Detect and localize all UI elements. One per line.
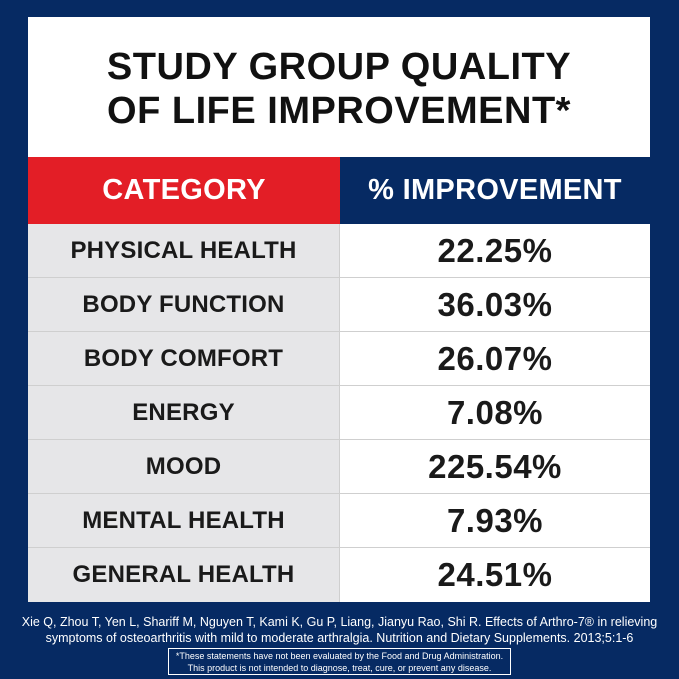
row-category: ENERGY	[28, 386, 340, 439]
table-row: MENTAL HEALTH 7.93%	[28, 494, 650, 548]
disclaimer-line-2: This product is not intended to diagnose…	[187, 663, 492, 673]
row-value: 22.25%	[340, 224, 650, 277]
row-category: MOOD	[28, 440, 340, 493]
table-row: MOOD 225.54%	[28, 440, 650, 494]
header-category: CATEGORY	[28, 157, 340, 224]
row-value: 225.54%	[340, 440, 650, 493]
row-category: GENERAL HEALTH	[28, 548, 340, 602]
row-value: 7.93%	[340, 494, 650, 547]
row-value: 7.08%	[340, 386, 650, 439]
title-line-1: STUDY GROUP QUALITY	[106, 46, 572, 88]
row-category: MENTAL HEALTH	[28, 494, 340, 547]
table-row: PHYSICAL HEALTH 22.25%	[28, 224, 650, 278]
table-row: ENERGY 7.08%	[28, 386, 650, 440]
header-improvement: % IMPROVEMENT	[340, 157, 650, 224]
page-title: STUDY GROUP QUALITY OF LIFE IMPROVEMENT*	[28, 17, 650, 157]
title-line-2: OF LIFE IMPROVEMENT*	[107, 90, 571, 132]
table-row: BODY COMFORT 26.07%	[28, 332, 650, 386]
row-category: BODY FUNCTION	[28, 278, 340, 331]
table-row: GENERAL HEALTH 24.51%	[28, 548, 650, 602]
row-value: 26.07%	[340, 332, 650, 385]
row-value: 24.51%	[340, 548, 650, 602]
citation-line-1: Xie Q, Zhou T, Yen L, Shariff M, Nguyen …	[21, 615, 658, 629]
info-card: STUDY GROUP QUALITY OF LIFE IMPROVEMENT*…	[28, 17, 650, 602]
row-value: 36.03%	[340, 278, 650, 331]
row-category: BODY COMFORT	[28, 332, 340, 385]
disclaimer-line-1: *These statements have not been evaluate…	[175, 651, 504, 661]
citation-line-2: symptoms of osteoarthritis with mild to …	[45, 631, 634, 645]
citation: Xie Q, Zhou T, Yen L, Shariff M, Nguyen …	[0, 614, 679, 646]
table-row: BODY FUNCTION 36.03%	[28, 278, 650, 332]
fda-disclaimer: *These statements have not been evaluate…	[168, 648, 511, 675]
table-header: CATEGORY % IMPROVEMENT	[28, 157, 650, 224]
table-body: PHYSICAL HEALTH 22.25% BODY FUNCTION 36.…	[28, 224, 650, 602]
row-category: PHYSICAL HEALTH	[28, 224, 340, 277]
